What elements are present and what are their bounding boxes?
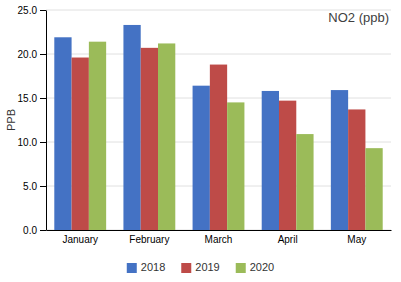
y-axis-title: PPB — [5, 109, 17, 131]
y-tick-mark — [40, 54, 46, 55]
y-tick: 0.0 — [23, 225, 46, 236]
y-tick-label: 5.0 — [23, 181, 37, 192]
legend-label: 2020 — [250, 261, 274, 273]
y-axis-line — [46, 11, 47, 231]
x-tick: March — [205, 230, 233, 245]
legend-swatch — [127, 263, 137, 273]
bar — [262, 91, 279, 230]
legend-item: 2019 — [181, 261, 219, 273]
bar — [210, 65, 227, 230]
bar — [72, 58, 89, 230]
bar — [365, 148, 382, 230]
legend-item: 2020 — [236, 261, 274, 273]
x-tick-label: February — [129, 234, 169, 245]
y-tick: 15.0 — [18, 93, 46, 104]
bar — [123, 25, 140, 230]
annotation: NO2 (ppb) — [328, 10, 389, 25]
y-tick-label: 20.0 — [18, 49, 38, 60]
legend-swatch — [236, 263, 246, 273]
x-tick-label: March — [205, 234, 233, 245]
x-tick: May — [347, 230, 366, 245]
bar-series — [54, 25, 348, 230]
bar — [89, 42, 106, 230]
bars — [54, 25, 382, 230]
y-tick: 20.0 — [18, 49, 46, 60]
y-axis: 0.0 5.0 10.0 15.0 20.0 25.0 — [18, 5, 47, 236]
bar — [296, 134, 313, 230]
y-tick-label: 25.0 — [18, 5, 38, 16]
y-tick: 25.0 — [18, 5, 46, 16]
bar — [193, 86, 210, 230]
x-tick-label: January — [62, 234, 98, 245]
bar-series — [89, 42, 383, 230]
grid — [46, 10, 391, 230]
x-tick: April — [278, 230, 298, 245]
legend: 2018 2019 2020 — [127, 261, 274, 273]
bar — [227, 102, 244, 230]
y-tick: 5.0 — [23, 181, 46, 192]
y-tick-mark — [40, 10, 46, 11]
y-tick-label: 0.0 — [23, 225, 37, 236]
legend-swatch — [181, 263, 191, 273]
y-tick-mark — [40, 230, 46, 231]
legend-label: 2018 — [141, 261, 165, 273]
x-tick-label: May — [347, 234, 366, 245]
plot: 0.0 5.0 10.0 15.0 20.0 25.0 January February Mar… — [18, 5, 392, 245]
bar — [279, 101, 296, 230]
legend-item: 2018 — [127, 261, 165, 273]
x-axis-line — [47, 230, 392, 231]
legend-label: 2019 — [195, 261, 219, 273]
x-tick-label: April — [278, 234, 298, 245]
bar — [331, 90, 348, 230]
x-tick: January — [62, 230, 98, 245]
y-tick-mark — [40, 98, 46, 99]
bar-series — [72, 48, 366, 230]
bar — [54, 37, 71, 230]
y-tick-mark — [40, 186, 46, 187]
y-tick-mark — [40, 142, 46, 143]
chart: 0.0 5.0 10.0 15.0 20.0 25.0 January February Mar… — [0, 0, 401, 282]
bar — [141, 48, 158, 230]
bar — [348, 109, 365, 230]
x-tick: February — [129, 230, 169, 245]
bar — [158, 43, 175, 230]
x-axis: January February March April May — [47, 230, 392, 245]
y-tick-label: 15.0 — [18, 93, 38, 104]
y-tick: 10.0 — [18, 137, 46, 148]
y-tick-label: 10.0 — [18, 137, 38, 148]
